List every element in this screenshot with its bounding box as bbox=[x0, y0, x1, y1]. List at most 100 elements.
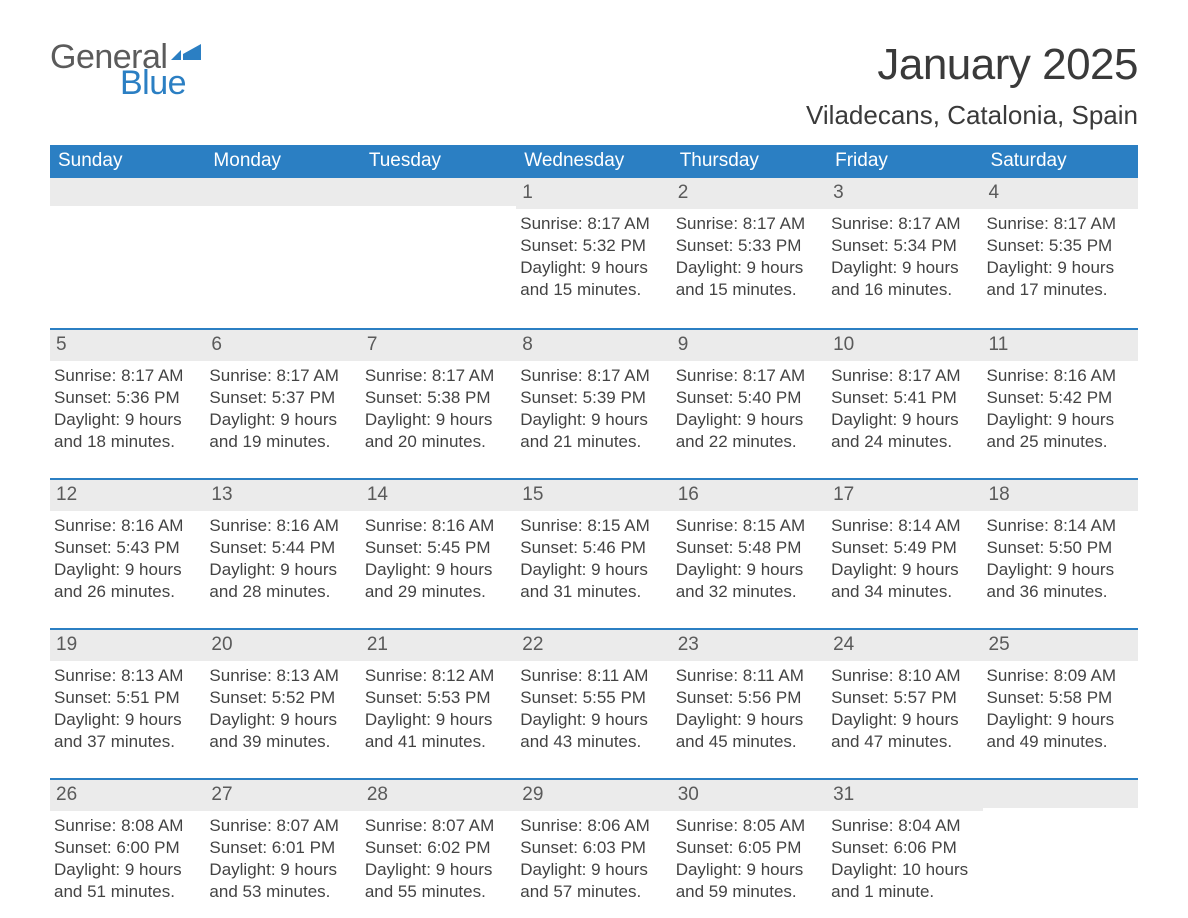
sunrise-text: Sunrise: 8:10 AM bbox=[831, 665, 978, 687]
sunset-text: Sunset: 5:41 PM bbox=[831, 387, 978, 409]
daylight-text: Daylight: 9 hours and 39 minutes. bbox=[209, 709, 356, 753]
day-cell: 8Sunrise: 8:17 AMSunset: 5:39 PMDaylight… bbox=[516, 330, 671, 468]
daylight-text: Daylight: 9 hours and 29 minutes. bbox=[365, 559, 512, 603]
day-body: Sunrise: 8:17 AMSunset: 5:36 PMDaylight:… bbox=[50, 361, 205, 457]
day-body: Sunrise: 8:17 AMSunset: 5:37 PMDaylight:… bbox=[205, 361, 360, 457]
sunrise-text: Sunrise: 8:05 AM bbox=[676, 815, 823, 837]
day-body: Sunrise: 8:15 AMSunset: 5:48 PMDaylight:… bbox=[672, 511, 827, 607]
daylight-text: Daylight: 9 hours and 24 minutes. bbox=[831, 409, 978, 453]
day-body: Sunrise: 8:08 AMSunset: 6:00 PMDaylight:… bbox=[50, 811, 205, 907]
week-row: 12Sunrise: 8:16 AMSunset: 5:43 PMDayligh… bbox=[50, 478, 1138, 618]
daylight-text: Daylight: 9 hours and 49 minutes. bbox=[987, 709, 1134, 753]
week-row: 5Sunrise: 8:17 AMSunset: 5:36 PMDaylight… bbox=[50, 328, 1138, 468]
daylight-text: Daylight: 9 hours and 57 minutes. bbox=[520, 859, 667, 903]
week-row: 26Sunrise: 8:08 AMSunset: 6:00 PMDayligh… bbox=[50, 778, 1138, 918]
day-number: 13 bbox=[205, 480, 360, 511]
header: General Blue January 2025 Viladecans, Ca… bbox=[50, 40, 1138, 131]
sunrise-text: Sunrise: 8:08 AM bbox=[54, 815, 201, 837]
sunset-text: Sunset: 5:37 PM bbox=[209, 387, 356, 409]
day-body: Sunrise: 8:17 AMSunset: 5:41 PMDaylight:… bbox=[827, 361, 982, 457]
day-cell: 19Sunrise: 8:13 AMSunset: 5:51 PMDayligh… bbox=[50, 630, 205, 768]
daylight-text: Daylight: 9 hours and 22 minutes. bbox=[676, 409, 823, 453]
weekday-header: Friday bbox=[827, 145, 982, 178]
day-body: Sunrise: 8:17 AMSunset: 5:40 PMDaylight:… bbox=[672, 361, 827, 457]
sunset-text: Sunset: 5:56 PM bbox=[676, 687, 823, 709]
weekday-header: Saturday bbox=[983, 145, 1138, 178]
week-row: 19Sunrise: 8:13 AMSunset: 5:51 PMDayligh… bbox=[50, 628, 1138, 768]
empty-day bbox=[361, 178, 516, 206]
daylight-text: Daylight: 9 hours and 20 minutes. bbox=[365, 409, 512, 453]
daylight-text: Daylight: 9 hours and 15 minutes. bbox=[676, 257, 823, 301]
day-body: Sunrise: 8:16 AMSunset: 5:44 PMDaylight:… bbox=[205, 511, 360, 607]
day-number: 2 bbox=[672, 178, 827, 209]
daylight-text: Daylight: 9 hours and 17 minutes. bbox=[987, 257, 1134, 301]
sunset-text: Sunset: 5:42 PM bbox=[987, 387, 1134, 409]
sunrise-text: Sunrise: 8:16 AM bbox=[365, 515, 512, 537]
day-number: 8 bbox=[516, 330, 671, 361]
sunset-text: Sunset: 5:50 PM bbox=[987, 537, 1134, 559]
day-number: 15 bbox=[516, 480, 671, 511]
weekday-header: Monday bbox=[205, 145, 360, 178]
sunset-text: Sunset: 5:36 PM bbox=[54, 387, 201, 409]
day-cell: 1Sunrise: 8:17 AMSunset: 5:32 PMDaylight… bbox=[516, 178, 671, 318]
day-cell: 12Sunrise: 8:16 AMSunset: 5:43 PMDayligh… bbox=[50, 480, 205, 618]
empty-day bbox=[205, 178, 360, 206]
day-cell: 3Sunrise: 8:17 AMSunset: 5:34 PMDaylight… bbox=[827, 178, 982, 318]
day-number: 28 bbox=[361, 780, 516, 811]
day-body: Sunrise: 8:14 AMSunset: 5:49 PMDaylight:… bbox=[827, 511, 982, 607]
sunrise-text: Sunrise: 8:17 AM bbox=[831, 213, 978, 235]
daylight-text: Daylight: 9 hours and 37 minutes. bbox=[54, 709, 201, 753]
sunset-text: Sunset: 5:49 PM bbox=[831, 537, 978, 559]
daylight-text: Daylight: 9 hours and 16 minutes. bbox=[831, 257, 978, 301]
day-cell: 9Sunrise: 8:17 AMSunset: 5:40 PMDaylight… bbox=[672, 330, 827, 468]
sunrise-text: Sunrise: 8:17 AM bbox=[520, 213, 667, 235]
day-body: Sunrise: 8:14 AMSunset: 5:50 PMDaylight:… bbox=[983, 511, 1138, 607]
daylight-text: Daylight: 9 hours and 59 minutes. bbox=[676, 859, 823, 903]
day-number: 27 bbox=[205, 780, 360, 811]
weekday-header-row: Sunday Monday Tuesday Wednesday Thursday… bbox=[50, 145, 1138, 178]
day-number: 19 bbox=[50, 630, 205, 661]
location-subtitle: Viladecans, Catalonia, Spain bbox=[806, 100, 1138, 131]
day-cell: 27Sunrise: 8:07 AMSunset: 6:01 PMDayligh… bbox=[205, 780, 360, 918]
sunrise-text: Sunrise: 8:13 AM bbox=[54, 665, 201, 687]
day-number: 20 bbox=[205, 630, 360, 661]
day-cell: 13Sunrise: 8:16 AMSunset: 5:44 PMDayligh… bbox=[205, 480, 360, 618]
daylight-text: Daylight: 9 hours and 15 minutes. bbox=[520, 257, 667, 301]
daylight-text: Daylight: 9 hours and 18 minutes. bbox=[54, 409, 201, 453]
day-number: 31 bbox=[827, 780, 982, 811]
day-number: 18 bbox=[983, 480, 1138, 511]
day-number: 11 bbox=[983, 330, 1138, 361]
sunrise-text: Sunrise: 8:11 AM bbox=[520, 665, 667, 687]
daylight-text: Daylight: 9 hours and 45 minutes. bbox=[676, 709, 823, 753]
day-cell: 10Sunrise: 8:17 AMSunset: 5:41 PMDayligh… bbox=[827, 330, 982, 468]
daylight-text: Daylight: 9 hours and 19 minutes. bbox=[209, 409, 356, 453]
daylight-text: Daylight: 9 hours and 43 minutes. bbox=[520, 709, 667, 753]
day-body: Sunrise: 8:17 AMSunset: 5:39 PMDaylight:… bbox=[516, 361, 671, 457]
day-number: 16 bbox=[672, 480, 827, 511]
sunset-text: Sunset: 6:02 PM bbox=[365, 837, 512, 859]
sunset-text: Sunset: 5:45 PM bbox=[365, 537, 512, 559]
day-cell: 24Sunrise: 8:10 AMSunset: 5:57 PMDayligh… bbox=[827, 630, 982, 768]
day-number: 10 bbox=[827, 330, 982, 361]
day-number: 23 bbox=[672, 630, 827, 661]
day-body: Sunrise: 8:17 AMSunset: 5:38 PMDaylight:… bbox=[361, 361, 516, 457]
day-cell: 4Sunrise: 8:17 AMSunset: 5:35 PMDaylight… bbox=[983, 178, 1138, 318]
sunset-text: Sunset: 5:33 PM bbox=[676, 235, 823, 257]
day-cell: 20Sunrise: 8:13 AMSunset: 5:52 PMDayligh… bbox=[205, 630, 360, 768]
flag-icon bbox=[171, 44, 201, 66]
sunset-text: Sunset: 6:01 PM bbox=[209, 837, 356, 859]
sunrise-text: Sunrise: 8:17 AM bbox=[54, 365, 201, 387]
sunrise-text: Sunrise: 8:17 AM bbox=[365, 365, 512, 387]
day-cell: 25Sunrise: 8:09 AMSunset: 5:58 PMDayligh… bbox=[983, 630, 1138, 768]
logo: General Blue bbox=[50, 40, 201, 100]
day-cell: 26Sunrise: 8:08 AMSunset: 6:00 PMDayligh… bbox=[50, 780, 205, 918]
day-cell bbox=[983, 780, 1138, 918]
day-cell: 22Sunrise: 8:11 AMSunset: 5:55 PMDayligh… bbox=[516, 630, 671, 768]
day-number: 24 bbox=[827, 630, 982, 661]
day-body: Sunrise: 8:17 AMSunset: 5:35 PMDaylight:… bbox=[983, 209, 1138, 305]
empty-day bbox=[983, 780, 1138, 808]
empty-day bbox=[50, 178, 205, 206]
sunset-text: Sunset: 5:57 PM bbox=[831, 687, 978, 709]
day-cell: 11Sunrise: 8:16 AMSunset: 5:42 PMDayligh… bbox=[983, 330, 1138, 468]
day-cell bbox=[205, 178, 360, 318]
